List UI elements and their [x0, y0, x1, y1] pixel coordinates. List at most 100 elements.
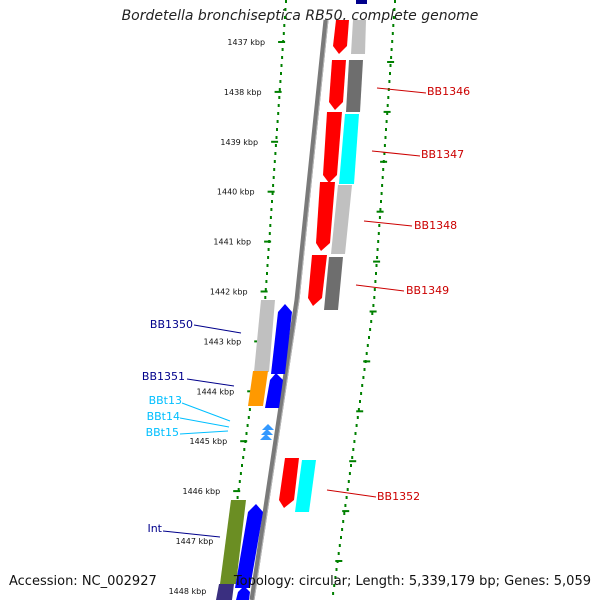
ruler-tick: [380, 160, 388, 163]
gene-feature-reverse[interactable]: [329, 60, 346, 110]
gene-feature-category-light-gray[interactable]: [331, 185, 352, 254]
gene-label-int[interactable]: Int: [147, 522, 162, 535]
leader-line: [371, 150, 421, 157]
ruler-dot: [277, 104, 280, 107]
gene-feature-forward[interactable]: [235, 504, 263, 588]
gene-feature-reverse[interactable]: [323, 112, 342, 183]
gene-label-bb1349[interactable]: BB1349: [406, 284, 449, 297]
ruler-dot: [270, 208, 273, 211]
ruler-dot: [283, 24, 286, 27]
ruler-dot: [245, 432, 248, 435]
leader-line: [193, 324, 242, 334]
ruler-tick: [233, 490, 241, 493]
gene-label-bb1351[interactable]: BB1351: [142, 370, 185, 383]
leader-line: [181, 402, 231, 422]
ruler-dot: [277, 112, 280, 115]
ruler-dot: [385, 128, 387, 131]
trna-feature[interactable]: [261, 429, 273, 435]
ruler-dot: [276, 128, 278, 131]
ruler-dot: [281, 56, 284, 59]
ruler-dot: [343, 512, 346, 515]
gene-feature-category-light-gray[interactable]: [351, 20, 366, 54]
ruler-dot: [275, 136, 278, 139]
ruler-tick: [267, 190, 275, 193]
gene-feature-forward[interactable]: [265, 373, 283, 408]
trna-feature[interactable]: [260, 434, 272, 440]
ruler-dot: [373, 296, 376, 299]
gene-feature-forward[interactable]: [271, 304, 292, 374]
gene-feature-category-cyan[interactable]: [339, 114, 359, 184]
gene-label-bb1350[interactable]: BB1350: [150, 318, 193, 331]
ruler-dot: [386, 112, 389, 115]
gene-feature-reverse[interactable]: [333, 20, 349, 54]
ruler-dot: [333, 584, 336, 587]
ruler-dot: [271, 192, 274, 195]
ruler-tick: [335, 560, 343, 562]
ruler-dot: [375, 264, 378, 267]
ruler-tick-label: 1439 kbp: [220, 138, 258, 147]
gene-feature-category-dark-gray[interactable]: [324, 257, 343, 310]
ruler-dot: [385, 120, 388, 123]
gene-label-bb1346[interactable]: BB1346: [427, 85, 470, 98]
ruler-dot: [391, 32, 394, 35]
ruler-tick: [387, 61, 395, 63]
trna-feature[interactable]: [262, 424, 274, 430]
gene-feature-forward[interactable]: [356, 0, 367, 4]
ruler-tick: [271, 140, 279, 143]
gene-label-bb1347[interactable]: BB1347: [421, 148, 464, 161]
ruler-dot: [246, 424, 249, 427]
gene-feature-category-purple[interactable]: [216, 584, 234, 600]
ruler-dot: [365, 352, 368, 355]
gene-label-bbt13[interactable]: BBt13: [149, 394, 182, 407]
ruler-dot: [264, 296, 267, 299]
ruler-dot: [357, 408, 360, 411]
gene-feature-category-dark-gray[interactable]: [346, 60, 363, 112]
ruler-tick: [260, 290, 268, 293]
ruler-dot: [274, 152, 277, 155]
gene-feature-reverse[interactable]: [316, 182, 335, 251]
ruler-dot: [284, 8, 287, 11]
ruler-dot: [377, 240, 380, 243]
leader-line: [179, 430, 229, 435]
gene-label-bb1348[interactable]: BB1348: [414, 219, 457, 232]
leader-line: [326, 489, 377, 498]
gene-feature-forward[interactable]: [236, 586, 250, 600]
gene-label-bb1352[interactable]: BB1352: [377, 490, 420, 503]
gene-feature-category-cyan[interactable]: [295, 460, 316, 512]
ruler-dot: [356, 416, 359, 419]
gene-feature-category-green[interactable]: [220, 500, 246, 584]
ruler-dot: [281, 48, 284, 51]
ruler-tick: [342, 510, 350, 513]
ruler-dot: [386, 104, 389, 107]
ruler-dot: [341, 528, 344, 531]
ruler-tick: [274, 90, 282, 93]
ruler-dot: [347, 480, 350, 483]
ruler-dot: [379, 208, 382, 211]
ruler-dot: [382, 168, 385, 171]
ruler-dot: [381, 176, 384, 179]
ruler-dot: [267, 256, 270, 259]
ruler-dot: [351, 456, 354, 459]
gene-feature-category-orange[interactable]: [248, 371, 268, 406]
ruler-dot: [374, 280, 377, 283]
ruler-dot: [371, 312, 374, 315]
ruler-dot: [266, 264, 269, 267]
gene-label-bbt14[interactable]: BBt14: [147, 410, 180, 423]
label-leaders: [162, 87, 427, 538]
ruler-tick: [383, 110, 391, 113]
gene-label-bbt15[interactable]: BBt15: [146, 426, 179, 439]
gene-feature-reverse[interactable]: [308, 255, 327, 306]
gene-feature-category-light-gray[interactable]: [254, 300, 275, 372]
ruler-dot: [392, 16, 395, 19]
ruler-dot: [359, 400, 361, 403]
ruler-tick-label: 1437 kbp: [227, 38, 265, 47]
accession-text: Accession: NC_002927: [9, 574, 157, 589]
gene-feature-reverse[interactable]: [279, 458, 299, 508]
ruler-dot: [264, 288, 267, 291]
ruler-dot: [272, 176, 275, 179]
ruler-ticks: 1437 kbp 1438 kbp 1439 kbp 1440 kbp 1441 kbp…: [169, 38, 395, 596]
ruler-tick: [363, 360, 371, 363]
gene-features[interactable]: [216, 0, 367, 600]
ruler-dot: [376, 248, 379, 251]
